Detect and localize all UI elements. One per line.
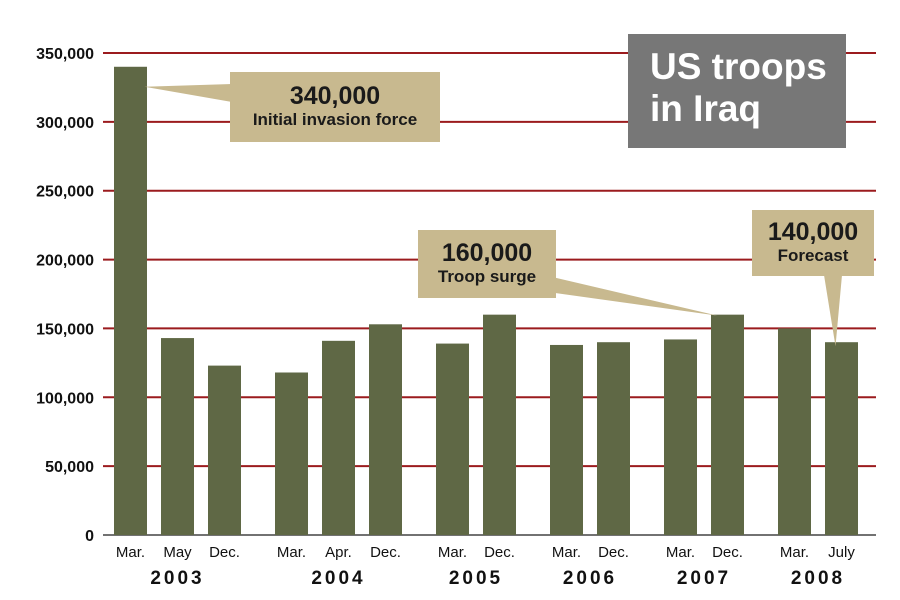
- callout-value: 340,000: [289, 82, 381, 110]
- x-tick-label: Dec.: [209, 544, 240, 561]
- x-tick-label: Mar.: [277, 544, 306, 561]
- chart-title: US troops in Iraq: [650, 46, 827, 129]
- callout-pointer: [824, 275, 842, 347]
- y-tick-label: 350,000: [36, 46, 94, 63]
- callout-pointer: [548, 276, 718, 316]
- bar: [597, 342, 630, 535]
- y-tick-label: 250,000: [36, 184, 94, 201]
- y-tick-label: 0: [85, 528, 94, 545]
- x-tick-label: May: [163, 544, 192, 561]
- bar: [711, 314, 744, 535]
- x-tick-label: Dec.: [484, 544, 515, 561]
- bar: [778, 328, 811, 535]
- chart-title-box: US troops in Iraq: [628, 34, 846, 148]
- year-group-label: 2006: [563, 568, 617, 589]
- y-tick-label: 200,000: [36, 253, 94, 270]
- bar: [208, 365, 241, 535]
- x-tick-label: Apr.: [325, 544, 352, 561]
- x-tick-label: Mar.: [780, 544, 809, 561]
- bar: [664, 339, 697, 535]
- year-group-label: 2007: [677, 568, 731, 589]
- bar: [825, 342, 858, 535]
- x-tick-label: Mar.: [116, 544, 145, 561]
- y-tick-label: 150,000: [36, 321, 94, 338]
- year-group-label: 2003: [150, 568, 204, 589]
- callout-label: Initial invasion force: [252, 110, 418, 129]
- y-tick-label: 100,000: [36, 390, 94, 407]
- callout-label: Troop surge: [437, 267, 537, 286]
- y-tick-label: 300,000: [36, 115, 94, 132]
- bar: [483, 314, 516, 535]
- x-tick-label: Dec.: [598, 544, 629, 561]
- x-tick-label: Dec.: [712, 544, 743, 561]
- year-group-label: 2005: [449, 568, 503, 589]
- bar: [550, 344, 583, 535]
- x-tick-label: Mar.: [438, 544, 467, 561]
- x-tick-label: Dec.: [370, 544, 401, 561]
- callout-pointer: [144, 84, 232, 102]
- callout-initial-invasion: 340,000 Initial invasion force: [230, 72, 440, 142]
- x-tick-label: July: [828, 544, 855, 561]
- bar: [161, 338, 194, 535]
- bar: [436, 343, 469, 535]
- x-tick-label: Mar.: [666, 544, 695, 561]
- year-group-label: 2004: [311, 568, 365, 589]
- bar: [322, 340, 355, 535]
- callout-value: 160,000: [441, 239, 533, 267]
- bar: [114, 66, 147, 536]
- callout-forecast: 140,000 Forecast: [752, 210, 874, 276]
- callout-troop-surge: 160,000 Troop surge: [418, 230, 556, 298]
- callout-value: 140,000: [767, 218, 859, 246]
- callout-label: Forecast: [777, 246, 849, 265]
- bar: [275, 372, 308, 535]
- y-tick-label: 50,000: [45, 459, 94, 476]
- bar: [369, 324, 402, 535]
- year-group-label: 2008: [791, 568, 845, 589]
- x-tick-label: Mar.: [552, 544, 581, 561]
